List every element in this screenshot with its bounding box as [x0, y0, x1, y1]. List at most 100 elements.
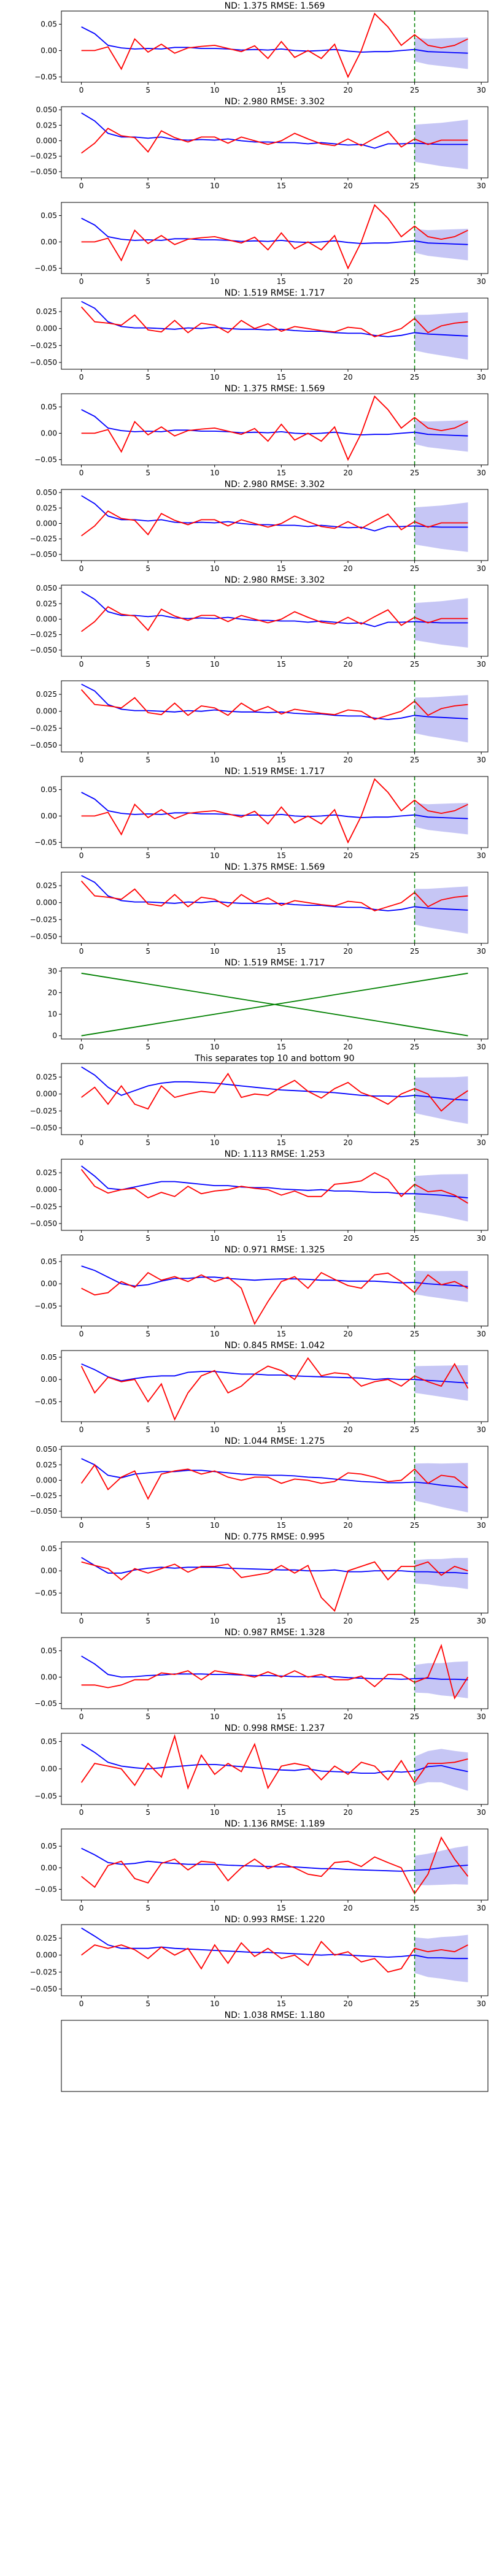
y-tick-label: 0.000: [36, 136, 57, 145]
x-tick-label: 20: [343, 182, 352, 190]
y-tick-label: 0.00: [41, 1566, 57, 1575]
x-tick-label: 5: [145, 469, 150, 477]
axes-frame: [61, 106, 489, 178]
x-tick-label: 0: [79, 1043, 84, 1051]
plot-area: [81, 107, 468, 178]
subplot-14: ND: 0.971 RMSE: 1.325 −0.05 0.00 0.05 0 5 10 15…: [34, 1245, 489, 1338]
y-tick-label: 0.00: [41, 237, 57, 246]
x-tick-label: 30: [477, 1999, 486, 2008]
y-tick-label: −0.05: [34, 1699, 57, 1708]
y-tick-label: 0.05: [41, 1353, 57, 1362]
confidence-band: [414, 1076, 468, 1124]
series-line-prediction: [81, 1744, 468, 1774]
y-tick-label: −0.05: [34, 1301, 57, 1310]
x-tick-label: 5: [145, 182, 150, 190]
axes-frame: [61, 1828, 489, 1901]
x-tick-label: 20: [343, 86, 352, 94]
y-tick-label: 0.05: [41, 785, 57, 794]
y-tick-label: −0.025: [30, 631, 57, 639]
y-tick-label: 10: [48, 1010, 57, 1019]
subplot-5: ND: 1.375 RMSE: 1.569 −0.05 0.00 0.05 0 5 10 15…: [34, 384, 489, 477]
y-tick-label: −0.050: [30, 741, 57, 749]
y-tick-label: −0.05: [34, 264, 57, 272]
x-tick-label: 15: [277, 1521, 286, 1530]
subplot-9: ND: 1.519 RMSE: 1.717 −0.05 0.00 0.05 0 5 10 15…: [34, 767, 489, 860]
x-tick-label: 10: [210, 182, 219, 190]
y-tick-label: 0.050: [36, 488, 57, 497]
series-line-actual: [81, 1072, 468, 1112]
x-tick-label: 10: [210, 660, 219, 669]
x-tick-label: 10: [210, 1425, 219, 1434]
x-tick-label: 15: [277, 1617, 286, 1625]
x-tick-label: 20: [343, 564, 352, 573]
subplot-4: ND: 1.519 RMSE: 1.717 −0.050 −0.025 0.000 0.…: [30, 288, 489, 381]
x-tick-label: 25: [410, 1617, 419, 1625]
x-tick-label: 10: [210, 1617, 219, 1625]
confidence-band: [414, 312, 468, 360]
subplot-8: −0.050 −0.025 0.000 0.025 0 5 10 15 20 25 30: [30, 680, 489, 764]
x-tick-label: 25: [410, 277, 419, 286]
axes-frame: [61, 1159, 489, 1231]
series-line-actual: [81, 778, 468, 844]
x-tick-label: 25: [410, 1808, 419, 1817]
x-tick-label: 30: [477, 851, 486, 860]
subplot-1: ND: 1.375 RMSE: 1.569 −0.05 0.00 0.05 0 5 10 15…: [34, 1, 489, 94]
series-line-prediction: [81, 1363, 468, 1384]
x-tick-label: 25: [410, 564, 419, 573]
series-line-actual: [81, 1836, 469, 1895]
x-tick-label: 10: [210, 469, 219, 477]
x-tick-label: 5: [145, 1425, 150, 1434]
x-tick-label: 15: [277, 660, 286, 669]
x-tick-label: 25: [410, 947, 419, 956]
plot-area: [81, 1638, 469, 1709]
x-tick-label: 15: [277, 86, 286, 94]
series-line-actual: [81, 1941, 468, 1973]
series-line-prediction: [81, 683, 468, 720]
y-tick-label: −0.025: [30, 341, 57, 350]
x-tick-label: 25: [410, 1138, 419, 1147]
subplot-title: ND: 1.038 RMSE: 1.180: [225, 2011, 325, 2020]
y-tick-label: 0.000: [36, 519, 57, 527]
series-line-actual: [81, 1561, 468, 1612]
y-tick-label: 0.050: [36, 105, 57, 114]
x-tick-label: 0: [79, 564, 84, 573]
subplot-title: ND: 1.519 RMSE: 1.717: [225, 958, 325, 968]
x-tick-label: 25: [410, 851, 419, 860]
plot-area: [81, 202, 468, 274]
x-tick-label: 20: [343, 1808, 352, 1817]
y-tick-label: −0.025: [30, 724, 57, 732]
subplot-13: ND: 1.113 RMSE: 1.253 −0.050 −0.025 0.000 0.…: [30, 1149, 489, 1243]
y-tick-label: 0.000: [36, 1186, 57, 1194]
plot-area: [81, 1255, 468, 1326]
subplot-12: This separates top 10 and bottom 90 −0.05…: [30, 1054, 489, 1147]
x-tick-label: 20: [343, 469, 352, 477]
axes-frame: [61, 489, 489, 561]
y-tick-label: 0.05: [41, 211, 57, 220]
x-tick-label: 15: [277, 1138, 286, 1147]
subplot-10: ND: 1.375 RMSE: 1.569 −0.050 −0.025 0.000 0.…: [30, 862, 489, 956]
x-tick-label: 10: [210, 1234, 219, 1243]
x-tick-label: 15: [277, 1330, 286, 1338]
x-tick-label: 15: [277, 1425, 286, 1434]
x-tick-label: 15: [277, 469, 286, 477]
x-tick-label: 30: [477, 1425, 486, 1434]
series-line-actual: [81, 128, 468, 154]
x-tick-label: 25: [410, 182, 419, 190]
x-tick-label: 30: [477, 1138, 486, 1147]
y-tick-label: 0.025: [36, 307, 57, 316]
x-tick-label: 30: [477, 1043, 486, 1051]
subplot-title: ND: 0.775 RMSE: 0.995: [225, 1532, 325, 1542]
subplot-22: ND: 1.038 RMSE: 1.180: [61, 2011, 489, 2092]
x-tick-label: 30: [477, 756, 486, 764]
plot-area: [81, 1064, 468, 1135]
x-tick-label: 5: [145, 947, 150, 956]
x-tick-label: 25: [410, 469, 419, 477]
y-tick-label: 0.000: [36, 1951, 57, 1960]
axes-frame: [61, 967, 489, 1040]
y-tick-label: −0.050: [30, 1124, 57, 1132]
y-tick-label: −0.050: [30, 646, 57, 654]
y-tick-label: −0.050: [30, 1985, 57, 1993]
y-tick-label: 0.00: [41, 1279, 57, 1288]
x-tick-label: 5: [145, 373, 150, 381]
confidence-band: [414, 1934, 468, 1982]
